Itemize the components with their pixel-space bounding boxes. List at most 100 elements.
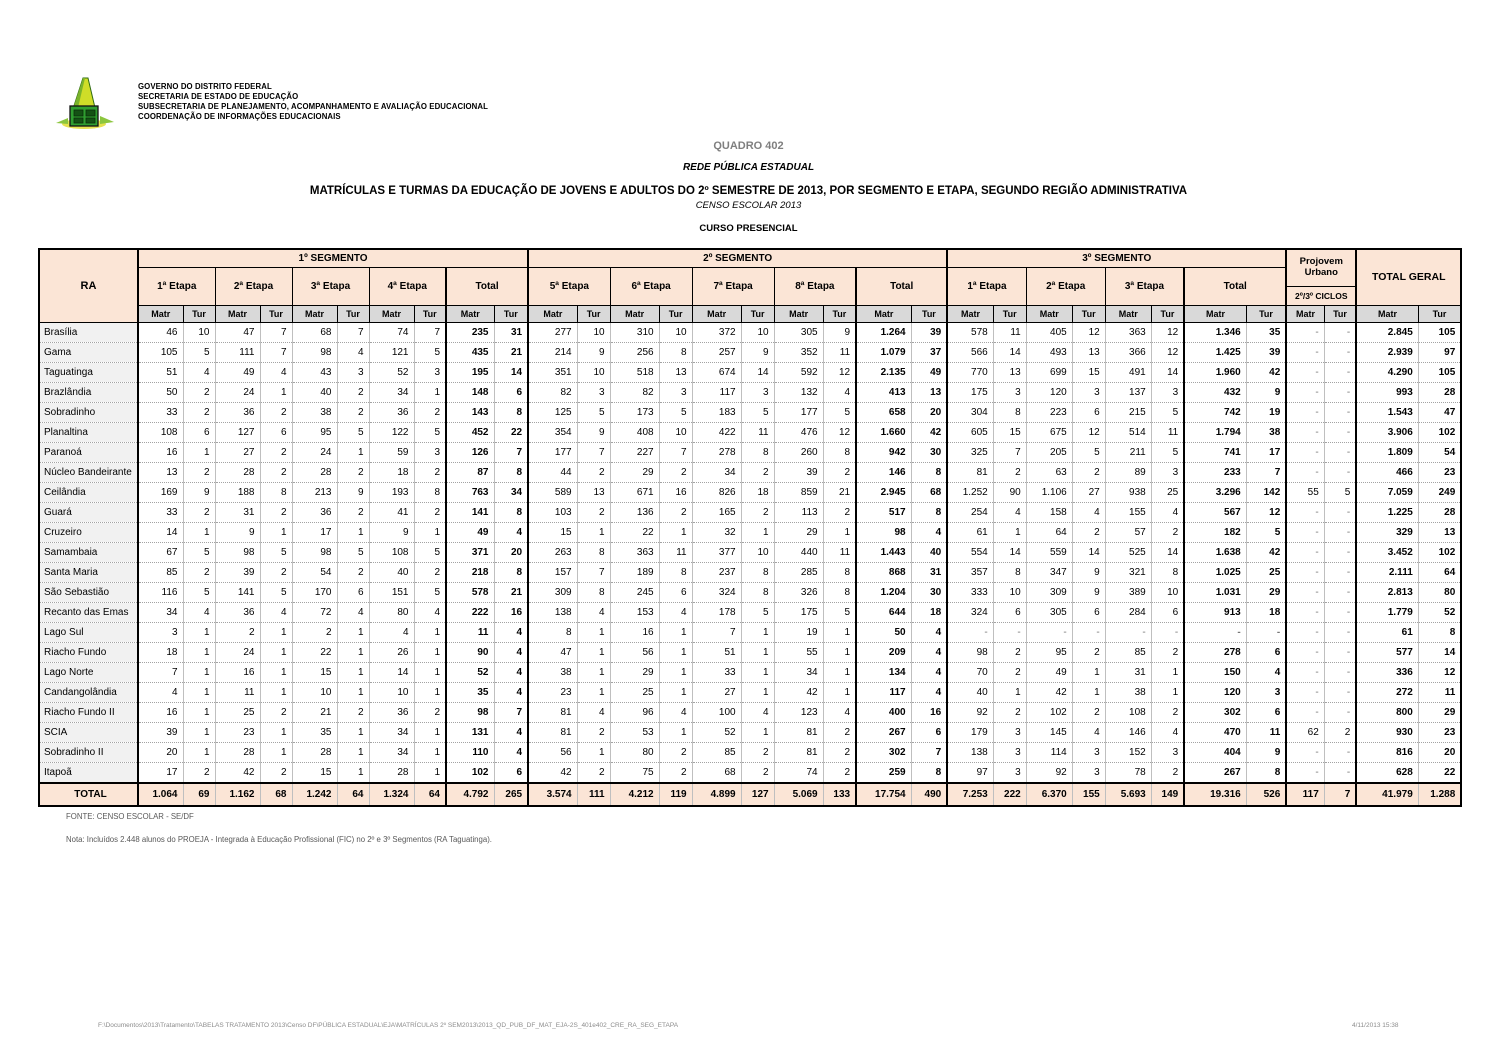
cell: 7 (576, 562, 611, 583)
cell: 8 (910, 502, 948, 523)
cell: 136 (609, 502, 660, 523)
cell: 4 (910, 642, 948, 663)
cell: - (1285, 382, 1325, 403)
cell: 4 (658, 602, 693, 623)
ra-cell: Riacho Fundo (39, 642, 138, 663)
cell: 2 (740, 462, 775, 483)
cell: 466 (1355, 462, 1419, 483)
cell: 116 (137, 582, 183, 603)
cell: 2 (182, 402, 215, 423)
cell: 1 (822, 642, 857, 663)
cell: 31 (493, 322, 529, 343)
cell: 1 (336, 442, 369, 463)
cell: - (1285, 622, 1325, 643)
cell: 5 (658, 402, 693, 423)
cell: 102 (1417, 542, 1462, 563)
cell: 193 (368, 482, 414, 503)
cell: 36 (368, 402, 414, 423)
cell: 81 (527, 722, 578, 743)
cell: 9 (1071, 582, 1106, 603)
cell: 28 (1417, 382, 1462, 403)
etapa-header: 1ª Etapa (946, 266, 1027, 306)
cell: - (1285, 662, 1325, 683)
cell: 22 (493, 422, 529, 443)
cell: 4.212 (609, 781, 660, 806)
cell: 770 (946, 362, 994, 383)
cell: 347 (1025, 562, 1073, 583)
cell: 1 (576, 622, 611, 643)
cell: - (1285, 642, 1325, 663)
cell: 278 (691, 442, 742, 463)
cell: 526 (1245, 781, 1287, 806)
cell: 6 (182, 422, 215, 443)
cell: 98 (445, 702, 494, 723)
cell: 33 (691, 662, 742, 683)
cell: 125 (527, 402, 578, 423)
censo-subtitle: CENSO ESCOLAR 2013 (695, 200, 802, 211)
cell: 98 (946, 642, 994, 663)
table-row: Núcleo Bandeirante 13 2 28 2 28 2 18 2 87 8 44 2 29 2 3… (39, 462, 1462, 483)
cell: 9 (1071, 562, 1106, 583)
matr-column-header: Matr (137, 304, 184, 323)
cell: 29 (773, 522, 824, 543)
cell: 233 (1183, 462, 1247, 483)
cell: 2 (822, 462, 857, 483)
cell: 59 (368, 442, 414, 463)
cell: 12 (1150, 342, 1185, 363)
cell: 49 (910, 362, 948, 383)
cell: 589 (527, 482, 578, 503)
cell: 138 (946, 742, 994, 763)
cell: 146 (855, 462, 912, 483)
cell: 9 (1245, 382, 1287, 403)
ra-cell: Cruzeiro (39, 522, 138, 543)
cell: 14 (1150, 362, 1185, 383)
cell: 336 (1355, 662, 1419, 683)
cell: - (1323, 562, 1357, 583)
cell: 10 (992, 582, 1027, 603)
cell: - (1323, 602, 1357, 623)
cell: 1 (182, 742, 215, 763)
cell: 12 (1245, 502, 1287, 523)
cell: 87 (445, 462, 494, 483)
cell: 2 (658, 502, 693, 523)
cell: 2 (992, 462, 1027, 483)
cell: - (1285, 702, 1325, 723)
cell: 942 (855, 442, 912, 463)
cell: 47 (214, 322, 260, 343)
cell: 5.693 (1104, 781, 1152, 806)
tur-column-header: Tur (740, 304, 775, 323)
cell: 1 (576, 522, 611, 543)
cell: 7 (658, 442, 693, 463)
cell: - (1285, 342, 1325, 363)
cell: 41.979 (1355, 781, 1419, 806)
cell: 1 (259, 662, 292, 683)
cell: 1 (740, 682, 775, 703)
cell: - (1323, 582, 1357, 603)
cell: 14 (493, 362, 529, 383)
cell: 4 (493, 622, 529, 643)
cell: 1.443 (855, 542, 912, 563)
cell: 102 (1417, 422, 1462, 443)
cell: 54 (291, 562, 337, 583)
cell: 121 (368, 342, 414, 363)
cell: 1 (576, 642, 611, 663)
header-row-matr-tur: Matr Tur Matr Tur Matr Tur Matr Tur Matr Tur Matr T… (39, 304, 1462, 323)
cell: 1 (336, 642, 369, 663)
cell: 12 (1071, 322, 1106, 343)
cell: 8 (493, 502, 529, 523)
matr-column-header: Matr (445, 304, 495, 323)
org-line-3: SUBSECRETARIA DE PLANEJAMENTO, ACOMPANHA… (138, 102, 488, 112)
cell: - (1285, 522, 1325, 543)
matr-column-header: Matr (1104, 304, 1152, 323)
cell: 29 (609, 662, 660, 683)
cell: 38 (1104, 682, 1152, 703)
cell: 7.059 (1355, 482, 1419, 503)
cell: 7 (137, 662, 183, 683)
cell: 3 (1150, 462, 1185, 483)
cell: 5 (182, 342, 215, 363)
cell: 213 (291, 482, 337, 503)
cell: 68 (291, 322, 337, 343)
cell: 5 (413, 582, 446, 603)
cell: 10 (576, 322, 611, 343)
cell: 98 (855, 522, 912, 543)
